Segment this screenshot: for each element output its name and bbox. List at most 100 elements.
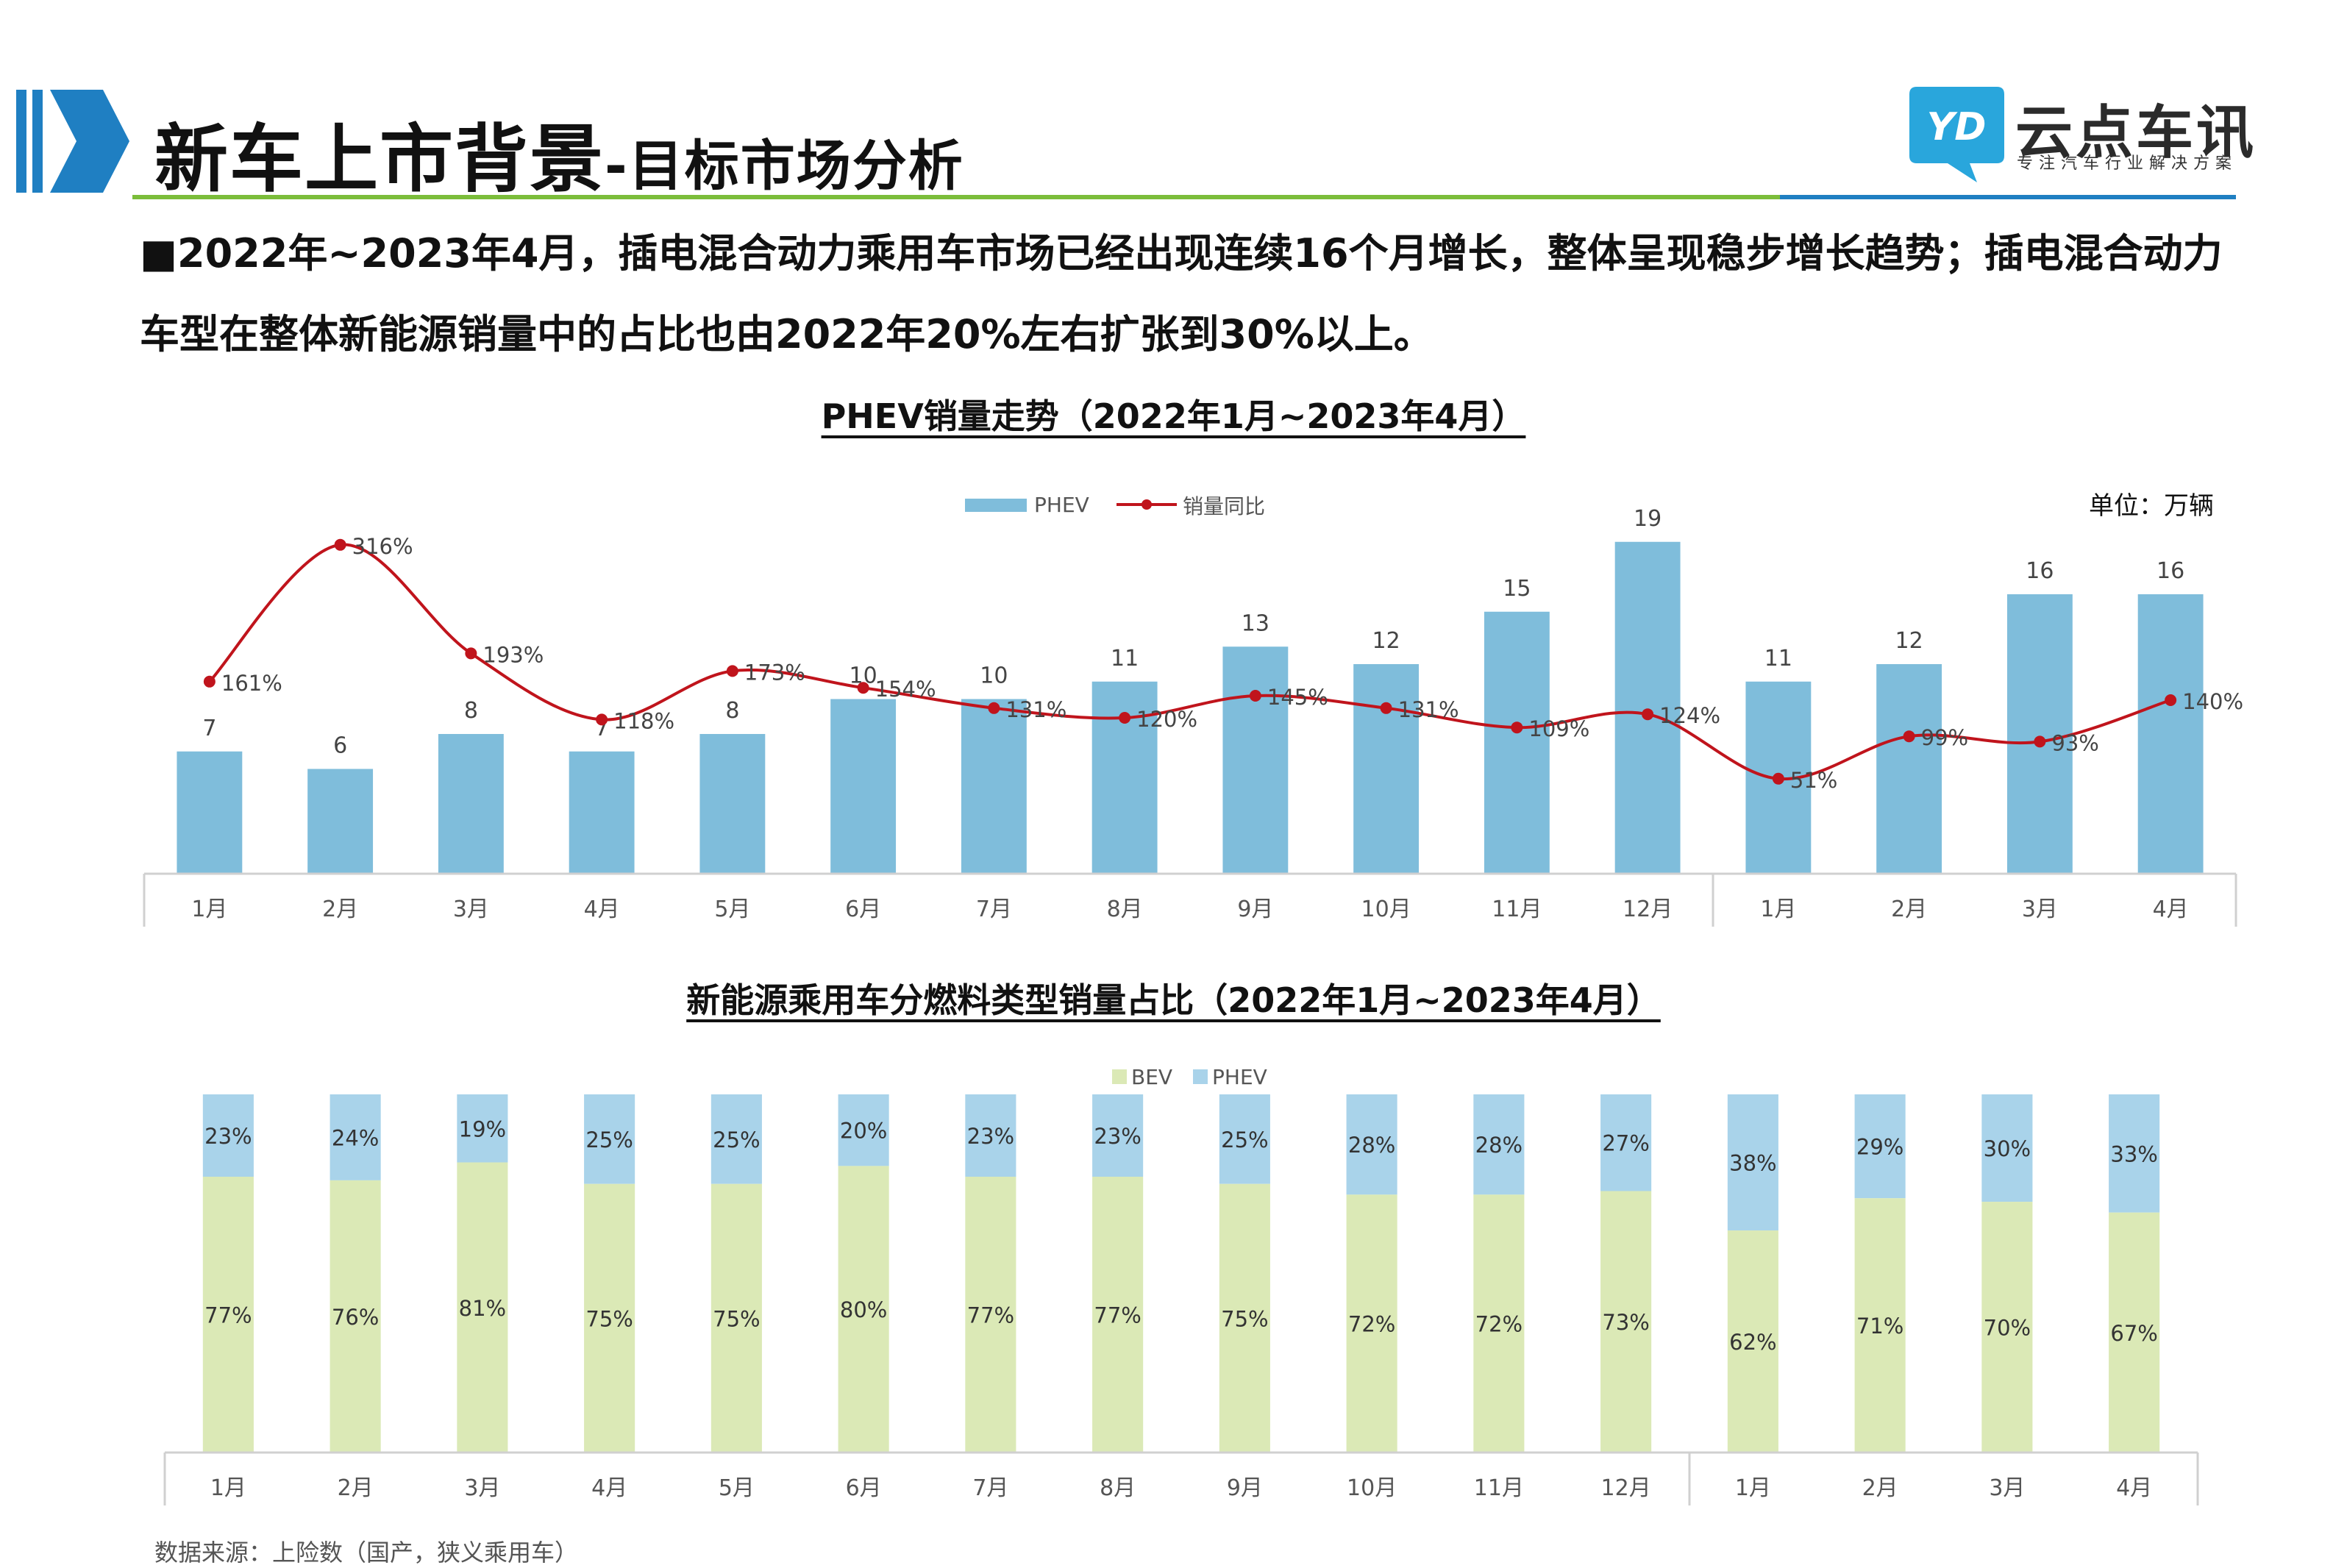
phev-x-tick-label: 7月 bbox=[976, 897, 1012, 922]
phev-share-bar bbox=[1854, 1094, 1906, 1199]
phev-x-tick-label: 8月 bbox=[1107, 897, 1143, 922]
bev-share-label: 75% bbox=[585, 1306, 633, 1331]
phev-bar-label: 16 bbox=[2026, 558, 2054, 584]
bev-share-label: 77% bbox=[1094, 1303, 1141, 1328]
phev-share-bar bbox=[1473, 1094, 1525, 1195]
phev-bar bbox=[1484, 611, 1550, 874]
bev-share-bar bbox=[1346, 1194, 1397, 1453]
bev-share-bar bbox=[1092, 1177, 1144, 1453]
phev-x-tick-label: 12月 bbox=[1623, 897, 1673, 922]
phev-x-tick-label: 1月 bbox=[191, 897, 227, 922]
yoy-point bbox=[1249, 690, 1261, 702]
bev-share-label: 76% bbox=[332, 1305, 379, 1330]
phev-share-label: 25% bbox=[713, 1127, 760, 1152]
bev-share-bar bbox=[584, 1183, 635, 1453]
yoy-point bbox=[1772, 772, 1784, 785]
bev-share-label: 75% bbox=[713, 1306, 760, 1331]
yoy-label: 118% bbox=[613, 708, 674, 733]
bev-share-label: 67% bbox=[2110, 1321, 2157, 1346]
phev-bar bbox=[961, 699, 1027, 874]
yoy-label: 193% bbox=[482, 642, 544, 667]
bev-share-bar bbox=[1854, 1198, 1906, 1453]
phev-share-label: 19% bbox=[459, 1116, 506, 1141]
yoy-label: 51% bbox=[1790, 768, 1837, 793]
yoy-label: 124% bbox=[1659, 703, 1720, 728]
phev-share-bar bbox=[584, 1094, 635, 1184]
header-stripe-1 bbox=[16, 90, 26, 193]
yoy-point bbox=[1380, 702, 1392, 714]
header-stripe-2 bbox=[32, 90, 43, 193]
share-x-tick-label: 11月 bbox=[1474, 1475, 1524, 1501]
yoy-label: 145% bbox=[1267, 685, 1328, 710]
phev-share-label: 24% bbox=[332, 1125, 379, 1150]
phev-share-bar bbox=[1092, 1094, 1144, 1177]
share-x-tick-label: 2月 bbox=[1862, 1475, 1898, 1501]
phev-x-tick-label: 4月 bbox=[584, 897, 620, 922]
yoy-point bbox=[1511, 721, 1523, 734]
legend-label-phev-share: PHEV bbox=[1212, 1065, 1267, 1089]
phev-x-tick-label: 3月 bbox=[453, 897, 489, 922]
phev-share-label: 27% bbox=[1602, 1131, 1649, 1156]
phev-bar bbox=[1353, 664, 1420, 874]
phev-bar bbox=[1614, 541, 1681, 874]
share-chart-title: 新能源乘用车分燃料类型销量占比（2022年1月~2023年4月） bbox=[686, 980, 1661, 1020]
phev-bar-label: 10 bbox=[980, 663, 1008, 689]
yoy-label: 131% bbox=[1005, 697, 1066, 722]
phev-share-label: 30% bbox=[1984, 1136, 2031, 1161]
yoy-label: 154% bbox=[875, 677, 936, 702]
bev-share-label: 81% bbox=[459, 1296, 506, 1321]
phev-x-tick-label: 3月 bbox=[2022, 897, 2058, 922]
yoy-point bbox=[596, 713, 608, 726]
phev-share-bar bbox=[838, 1094, 889, 1166]
yoy-point bbox=[726, 665, 738, 677]
bev-share-bar bbox=[1600, 1191, 1652, 1453]
share-x-tick-label: 4月 bbox=[2116, 1475, 2152, 1501]
phev-bar bbox=[1876, 664, 1942, 874]
brand-slogan: 专注汽车行业解决方案 bbox=[2017, 154, 2238, 173]
bev-share-label: 71% bbox=[1856, 1314, 1903, 1339]
phev-share-label: 23% bbox=[204, 1124, 252, 1149]
yoy-point bbox=[1642, 708, 1654, 721]
phev-x-tick-label: 4月 bbox=[2153, 897, 2189, 922]
phev-bar-label: 7 bbox=[202, 716, 216, 741]
phev-bar-label: 15 bbox=[1503, 576, 1531, 602]
bev-share-bar bbox=[710, 1183, 762, 1453]
share-x-tick-label: 2月 bbox=[338, 1475, 374, 1501]
phev-bar bbox=[2137, 594, 2204, 874]
phev-bar-label: 16 bbox=[2157, 558, 2184, 584]
header-decoration bbox=[16, 90, 2236, 199]
phev-bar-label: 12 bbox=[1372, 628, 1400, 654]
phev-share-label: 25% bbox=[1221, 1127, 1268, 1152]
phev-share-label: 23% bbox=[967, 1124, 1014, 1149]
phev-bar bbox=[2006, 594, 2073, 874]
share-x-tick-label: 10月 bbox=[1347, 1475, 1397, 1501]
phev-bar bbox=[177, 751, 243, 874]
phev-share-label: 20% bbox=[840, 1119, 887, 1144]
yoy-point bbox=[988, 702, 1000, 714]
phev-share-bar bbox=[1346, 1094, 1397, 1195]
brand-name: 云点车讯 bbox=[2015, 100, 2257, 166]
bev-share-bar bbox=[1981, 1202, 2033, 1453]
phev-bar bbox=[1222, 646, 1289, 874]
bev-share-bar bbox=[2109, 1212, 2160, 1453]
share-x-tick-label: 1月 bbox=[210, 1475, 246, 1501]
share-x-tick-label: 6月 bbox=[846, 1475, 882, 1501]
phev-share-bar bbox=[1727, 1094, 1778, 1231]
phev-share-label: 25% bbox=[585, 1127, 633, 1152]
bev-share-label: 72% bbox=[1348, 1312, 1395, 1337]
header-arrow bbox=[50, 90, 129, 193]
phev-bar bbox=[569, 751, 635, 874]
phev-x-tick-label: 5月 bbox=[714, 897, 750, 922]
phev-chart-title: PHEV销量走势（2022年1月~2023年4月） bbox=[821, 396, 1526, 436]
phev-bar-label: 12 bbox=[1895, 628, 1923, 654]
fuel-share-chart: BEV PHEV 23% 77% 24% 76% 19% 81% 25% 75% 25% 75% 2… bbox=[163, 1065, 2199, 1505]
bev-share-bar bbox=[1219, 1183, 1270, 1453]
bev-share-label: 80% bbox=[840, 1297, 887, 1322]
phev-chart-legend: PHEV 销量同比 bbox=[965, 493, 1265, 518]
legend-swatch-phev-share bbox=[1193, 1069, 1208, 1084]
share-x-tick-label: 7月 bbox=[972, 1475, 1008, 1501]
share-x-tick-label: 8月 bbox=[1100, 1475, 1136, 1501]
bev-share-label: 77% bbox=[967, 1303, 1014, 1328]
share-x-tick-label: 3月 bbox=[464, 1475, 500, 1501]
bev-share-bar bbox=[838, 1166, 889, 1453]
